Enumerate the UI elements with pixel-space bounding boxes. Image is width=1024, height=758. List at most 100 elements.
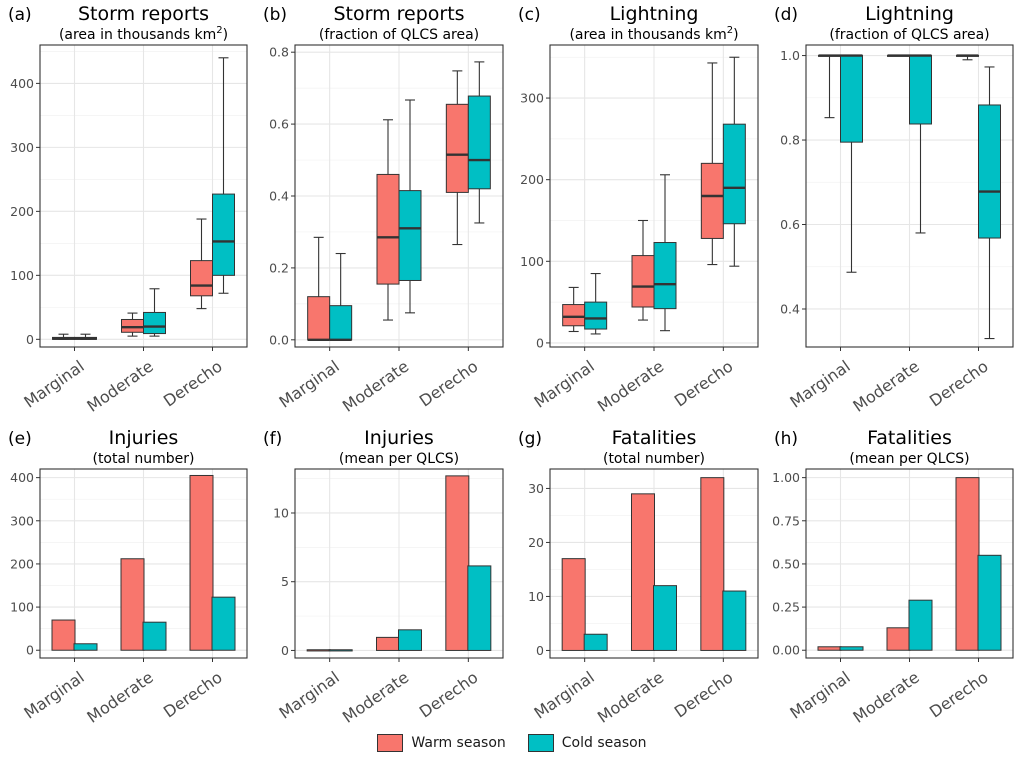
x-tick-label: Derecho xyxy=(416,357,482,411)
box-warm-derecho xyxy=(700,62,724,266)
x-tick-label: Marginal xyxy=(20,357,87,412)
bar-warm-derecho xyxy=(700,477,725,651)
box-cold-marginal xyxy=(74,333,97,340)
x-tick-label: Moderate xyxy=(339,668,412,727)
panel-border xyxy=(805,468,1014,659)
box-iqr xyxy=(467,95,491,190)
legend-swatch-cold xyxy=(527,734,554,752)
bar-warm-derecho xyxy=(955,477,980,651)
y-tick-label: 400 xyxy=(10,76,34,91)
panel-tag: (c) xyxy=(518,5,541,25)
legend: Warm season Cold season xyxy=(0,728,1024,758)
y-tick-label: 30 xyxy=(528,481,544,496)
box-warm-moderate xyxy=(887,54,910,57)
x-tick-label: Moderate xyxy=(849,668,922,727)
box-cold-moderate xyxy=(909,54,932,234)
x-tick-label: Marginal xyxy=(786,668,853,723)
panel-title: Injuries xyxy=(109,427,179,449)
box-cold-derecho xyxy=(467,61,491,224)
x-tick-label: Moderate xyxy=(339,357,412,416)
legend-swatch-warm xyxy=(377,734,404,752)
box-iqr xyxy=(143,311,166,335)
box-warm-moderate xyxy=(631,219,655,321)
y-tick-label: 0 xyxy=(281,643,289,658)
box-iqr xyxy=(840,55,863,143)
y-tick-label: 200 xyxy=(10,556,34,571)
box-warm-moderate xyxy=(121,312,144,337)
x-tick-label: Derecho xyxy=(416,668,482,722)
bar-warm-marginal xyxy=(51,619,76,651)
bar-cold-derecho xyxy=(722,590,747,651)
y-tick-label: 0.25 xyxy=(772,600,800,615)
box-cold-derecho xyxy=(978,66,1001,340)
box-cold-marginal xyxy=(840,54,863,273)
x-tick-label: Derecho xyxy=(160,357,226,411)
y-tick-label: 300 xyxy=(10,140,34,155)
x-tick-label: Moderate xyxy=(83,357,156,416)
box-iqr xyxy=(653,242,677,310)
box-iqr xyxy=(121,318,144,333)
bar-cold-marginal xyxy=(583,633,608,651)
legend-label-cold: Cold season xyxy=(561,735,647,751)
bar-cold-marginal xyxy=(328,649,353,652)
box-iqr xyxy=(562,304,586,327)
box-iqr xyxy=(329,305,353,341)
box-cold-derecho xyxy=(722,56,746,267)
bar-cold-moderate xyxy=(653,585,677,651)
bar-warm-moderate xyxy=(631,493,655,651)
box-warm-derecho xyxy=(956,54,979,61)
y-tick-label: 10 xyxy=(528,589,544,604)
panel-subtitle: (area in thousands km2) xyxy=(59,25,228,43)
box-warm-moderate xyxy=(376,119,400,321)
x-tick-label: Moderate xyxy=(849,357,922,416)
panel-tag: (g) xyxy=(518,429,542,449)
y-tick-label: 200 xyxy=(10,204,34,219)
bar-warm-moderate xyxy=(886,627,911,651)
bar-cold-moderate xyxy=(398,629,422,651)
y-tick-label: 10 xyxy=(273,505,289,520)
panel-subtitle: (area in thousands km2) xyxy=(569,25,738,43)
y-tick-label: 5 xyxy=(281,574,289,589)
panel-title: Fatalities xyxy=(612,427,697,449)
bar-warm-marginal xyxy=(306,649,331,652)
y-tick-label: 100 xyxy=(520,254,544,269)
box-iqr xyxy=(307,296,331,341)
y-tick-label: 0.75 xyxy=(772,513,800,528)
y-tick-label: 0.0 xyxy=(269,332,289,347)
y-tick-label: 0.4 xyxy=(780,301,800,316)
x-tick-label: Derecho xyxy=(926,357,992,411)
y-tick-label: 1.0 xyxy=(780,48,800,63)
bar-warm-marginal xyxy=(817,646,842,651)
bar-cold-marginal xyxy=(839,646,864,651)
panel-border xyxy=(39,44,248,348)
box-iqr xyxy=(700,162,724,239)
x-tick-label: Moderate xyxy=(594,357,667,416)
bar-cold-moderate xyxy=(142,621,167,651)
box-iqr xyxy=(445,103,469,193)
panel-title: Lightning xyxy=(865,3,954,25)
y-tick-label: 0.00 xyxy=(772,643,800,658)
box-iqr xyxy=(722,123,746,225)
bar-warm-moderate xyxy=(120,558,145,651)
y-tick-label: 300 xyxy=(10,513,34,528)
x-tick-label: Marginal xyxy=(531,357,598,412)
y-tick-label: 0.8 xyxy=(269,45,289,60)
panel-tag: (b) xyxy=(263,5,287,25)
x-tick-label: Derecho xyxy=(160,668,226,722)
box-iqr xyxy=(398,190,422,281)
panel-title: Storm reports xyxy=(78,3,209,25)
box-warm-marginal xyxy=(818,54,841,119)
y-tick-label: 20 xyxy=(528,535,544,550)
box-iqr xyxy=(190,260,213,297)
y-tick-label: 200 xyxy=(520,172,544,187)
panel-subtitle: (mean per QLCS) xyxy=(849,451,969,467)
box-warm-derecho xyxy=(190,218,213,310)
panel-tag: (a) xyxy=(8,5,32,25)
box-warm-derecho xyxy=(445,70,469,246)
box-cold-moderate xyxy=(143,288,166,337)
